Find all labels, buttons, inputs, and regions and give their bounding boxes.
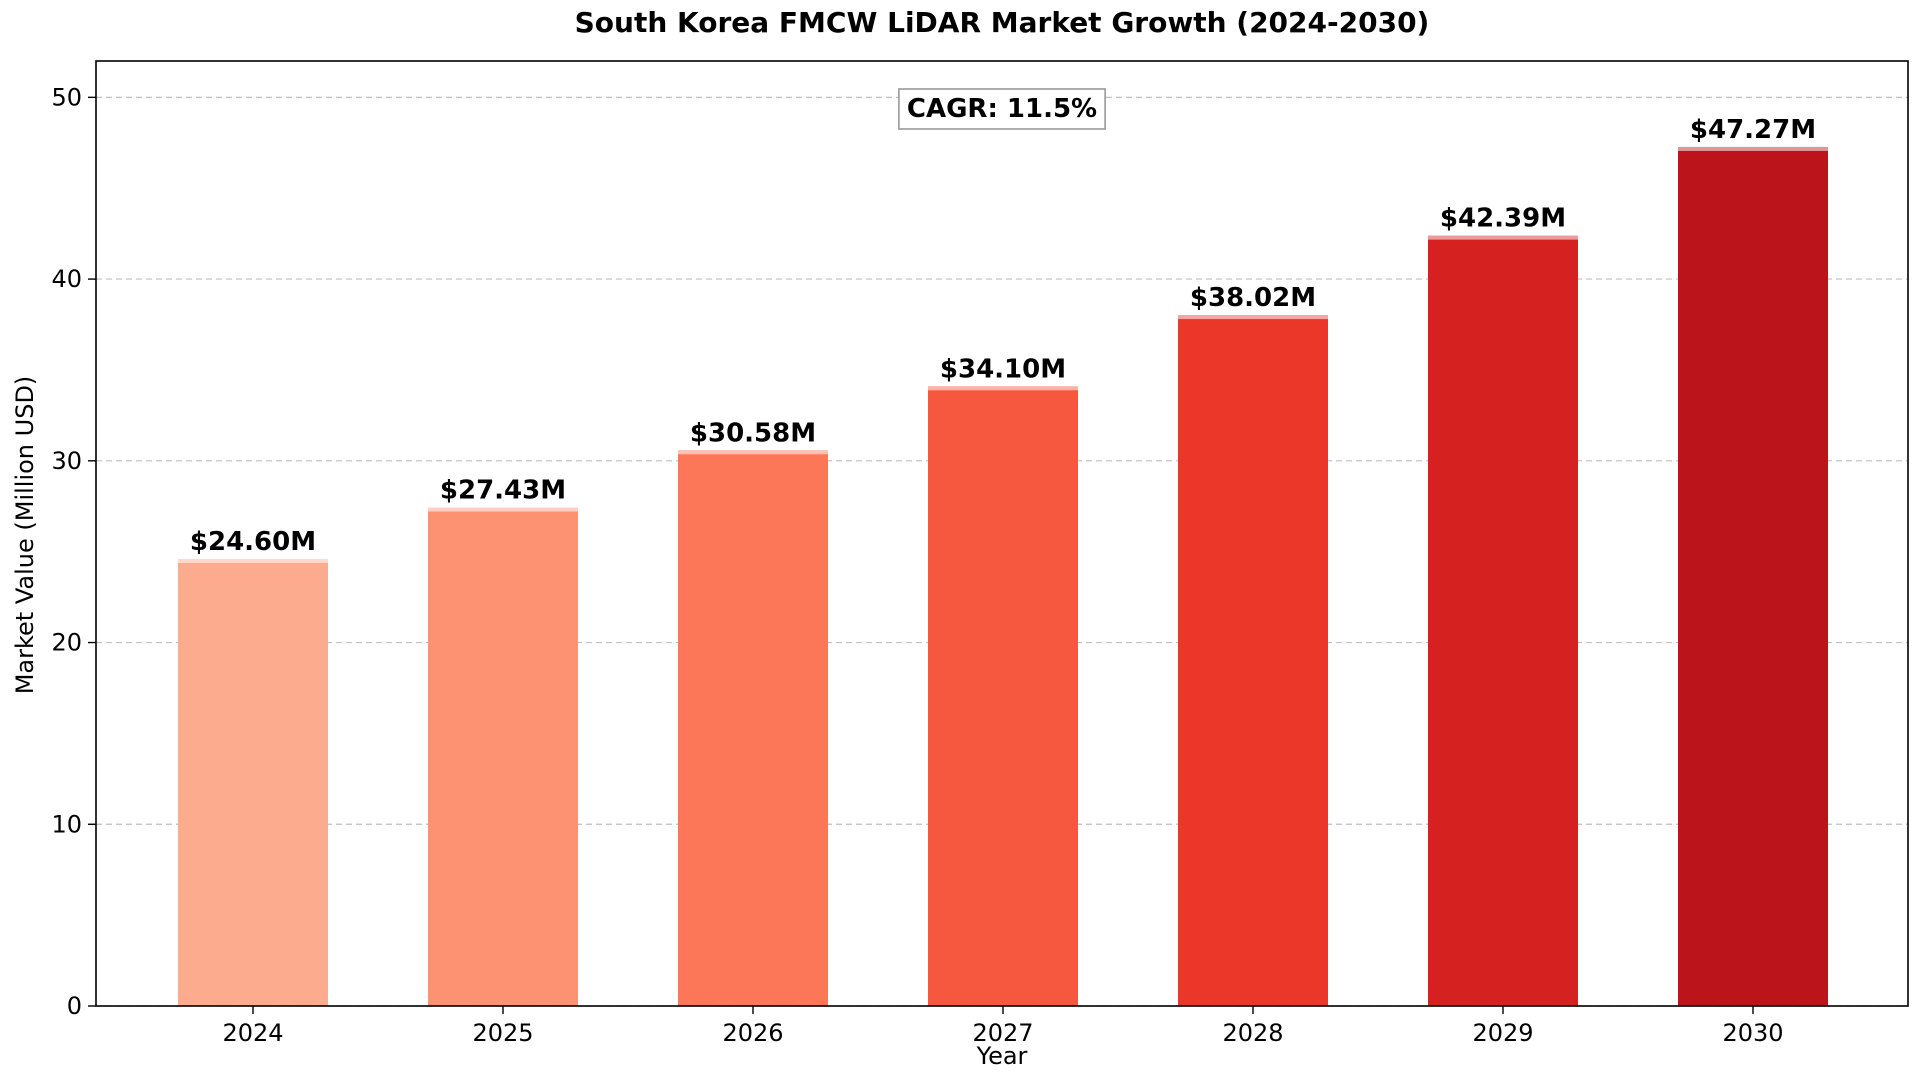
y-axis-label: Market Value (Million USD) <box>11 376 39 695</box>
cagr-annotation-box <box>898 88 1106 130</box>
cagr-annotation-text: CAGR: 11.5% <box>907 94 1097 124</box>
bar-cap <box>928 386 1078 391</box>
y-axis: 0 10 20 30 40 50 <box>51 83 96 1020</box>
y-tick-label: 20 <box>51 629 82 657</box>
bar-value-label: $38.02M <box>1190 283 1316 313</box>
cagr-annotation: CAGR: 11.5% <box>898 88 1106 130</box>
bar-2027 <box>928 386 1078 1006</box>
bar-cap <box>1428 235 1578 240</box>
x-tick-label: 2030 <box>1722 1019 1783 1047</box>
bars <box>178 146 1828 1007</box>
bar-2028 <box>1178 315 1328 1007</box>
bar-value-label: $24.60M <box>190 527 316 557</box>
bar-2024 <box>178 558 328 1006</box>
bar-2029 <box>1428 235 1578 1007</box>
bar-2030 <box>1678 146 1828 1007</box>
bar-value-label: $47.27M <box>1690 115 1816 145</box>
bar-value-label: $27.43M <box>440 476 566 506</box>
y-tick-label: 10 <box>51 810 82 838</box>
bar-cap <box>1678 146 1828 151</box>
x-tick-label: 2026 <box>722 1019 783 1047</box>
bar-value-label: $30.58M <box>690 418 816 448</box>
bar-2026 <box>678 450 828 1006</box>
bar-2025 <box>428 507 578 1006</box>
bar-cap <box>428 507 578 512</box>
x-tick-label: 2029 <box>1472 1019 1533 1047</box>
x-tick-label: 2025 <box>472 1019 533 1047</box>
x-tick-label: 2024 <box>222 1019 283 1047</box>
bar-value-label: $34.10M <box>940 354 1066 384</box>
bar-value-label: $42.39M <box>1440 204 1566 234</box>
bar-value-labels: $24.60M $27.43M $30.58M $34.10M $38.02M $42.3… <box>190 115 1816 557</box>
bar-cap <box>178 558 328 563</box>
x-axis: 2024 2025 2026 2027 2028 2029 2030 <box>222 1006 1784 1047</box>
x-axis-label: Year <box>976 1042 1028 1070</box>
y-tick-label: 50 <box>51 83 82 111</box>
y-tick-label: 30 <box>51 447 82 475</box>
plot-frame <box>95 60 1909 1007</box>
x-tick-label: 2028 <box>1222 1019 1283 1047</box>
bar-cap <box>1178 315 1328 320</box>
x-tick-label: 2027 <box>972 1019 1033 1047</box>
bar-cap <box>678 450 828 455</box>
y-tick-label: 40 <box>51 265 82 293</box>
chart-title: South Korea FMCW LiDAR Market Growth (20… <box>575 6 1430 39</box>
y-tick-label: 0 <box>67 992 82 1020</box>
